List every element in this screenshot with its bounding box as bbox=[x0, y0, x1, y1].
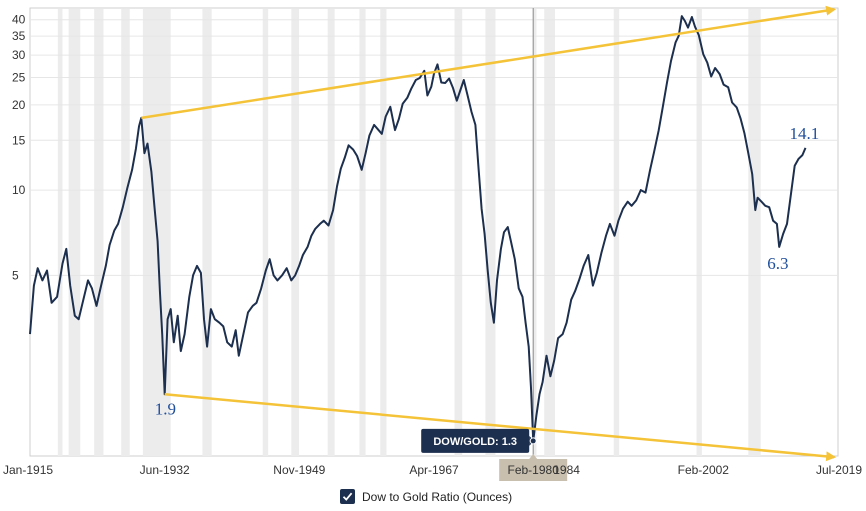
annotations: 1.9 6.3 14.1 bbox=[155, 124, 820, 418]
y-tick-label: 40 bbox=[12, 13, 26, 27]
recession-band bbox=[94, 9, 104, 456]
tooltip-text: DOW/GOLD: 1.3 bbox=[433, 436, 517, 448]
recession-band bbox=[262, 9, 269, 456]
series-line[interactable] bbox=[29, 15, 807, 442]
trendlines bbox=[141, 5, 837, 462]
x-tick-label: Jan-1915 bbox=[3, 463, 53, 477]
recession-band bbox=[359, 9, 366, 456]
value-annotation: 1.9 bbox=[155, 399, 176, 418]
tooltip: DOW/GOLD: 1.3 bbox=[421, 428, 537, 453]
trendline bbox=[164, 393, 837, 462]
tooltip-point bbox=[529, 437, 537, 445]
recession-band bbox=[485, 9, 496, 456]
y-tick-label: 5 bbox=[12, 268, 19, 282]
x-tick-label: Feb-1980 bbox=[508, 463, 560, 477]
legend[interactable]: Dow to Gold Ratio (Ounces) bbox=[340, 489, 512, 504]
x-tick-label: 1984 bbox=[553, 463, 580, 477]
value-annotation: 14.1 bbox=[790, 124, 820, 143]
recession-band bbox=[454, 9, 463, 456]
active-x-label-pointer bbox=[529, 454, 538, 459]
x-axis-ticks: Jan-1915 Jun-1932 Nov-1949 Apr-1967 Feb-1980… bbox=[3, 454, 862, 481]
recession-band bbox=[57, 9, 63, 456]
value-annotation: 6.3 bbox=[767, 254, 788, 273]
tooltip-box bbox=[421, 428, 530, 453]
recession-band bbox=[613, 9, 620, 456]
recession-band bbox=[544, 9, 556, 456]
trendline bbox=[141, 5, 837, 120]
y-tick-label: 20 bbox=[12, 98, 26, 112]
recession-band bbox=[532, 9, 537, 456]
y-tick-label: 25 bbox=[12, 70, 26, 84]
recession-band bbox=[380, 9, 387, 456]
recession-band bbox=[748, 9, 761, 456]
x-tick-label: Apr-1967 bbox=[409, 463, 459, 477]
y-tick-label: 35 bbox=[12, 29, 26, 43]
x-tick-label: Jun-1932 bbox=[140, 463, 190, 477]
recession-band bbox=[121, 9, 130, 456]
recession-band bbox=[68, 9, 81, 456]
plot-frame bbox=[29, 7, 839, 457]
recession-band bbox=[696, 9, 702, 456]
legend-checkbox[interactable] bbox=[340, 489, 355, 504]
recession-band bbox=[202, 9, 212, 456]
y-tick-label: 10 bbox=[12, 183, 26, 197]
x-tick-label: Feb-2002 bbox=[678, 463, 730, 477]
x-tick-label: Jul-2019 bbox=[816, 463, 862, 477]
x-tick-label: Nov-1949 bbox=[273, 463, 325, 477]
y-tick-label: 15 bbox=[12, 133, 26, 147]
check-icon bbox=[342, 492, 353, 501]
active-x-label-bg bbox=[499, 459, 568, 481]
legend-label: Dow to Gold Ratio (Ounces) bbox=[362, 489, 513, 504]
recession-band bbox=[291, 9, 300, 456]
y-axis-ticks: 5 10 15 20 25 30 35 40 bbox=[12, 13, 26, 283]
y-gridlines bbox=[30, 19, 838, 276]
y-tick-label: 30 bbox=[12, 48, 26, 62]
recession-band bbox=[327, 9, 335, 456]
